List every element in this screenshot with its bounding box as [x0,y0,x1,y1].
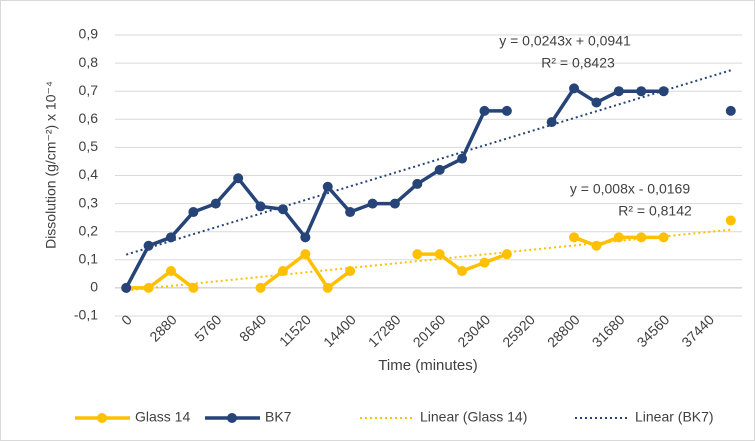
marker [591,97,602,108]
marker [434,164,445,175]
marker [345,207,356,218]
legend-label: Glass 14 [135,409,190,425]
marker [569,83,580,94]
marker [412,249,423,260]
marker [613,232,624,243]
trend-r2: R² = 0,8142 [618,203,692,219]
marker [457,153,468,164]
marker [300,249,311,260]
marker [233,173,244,184]
y-tick-label: 0,8 [79,54,99,70]
y-tick-label: 0,2 [79,222,99,238]
marker [725,215,736,226]
marker [188,282,199,293]
marker [636,86,647,97]
y-tick-label: 0,5 [79,138,99,154]
marker [367,198,378,209]
trendline [125,69,732,256]
trend-equation: y = 0,0243x + 0,0941 [499,33,631,49]
marker [569,232,580,243]
marker [501,249,512,260]
marker [636,232,647,243]
legend-label: Linear (Glass 14) [420,409,527,425]
marker [255,282,266,293]
legend-label: Linear (BK7) [635,409,714,425]
marker [322,282,333,293]
marker [277,266,288,277]
marker [412,178,423,189]
trend-equation: y = 0,008x - 0,0169 [570,181,690,197]
legend-label: BK7 [265,409,292,425]
marker [322,181,333,192]
trend-r2: R² = 0,8423 [541,55,615,71]
marker [121,282,132,293]
y-tick-label: 0,6 [79,110,99,126]
marker [613,86,624,97]
marker [255,201,266,212]
marker [591,240,602,251]
marker [188,207,199,218]
y-tick-label: 0,7 [79,82,99,98]
y-tick-label: 0,1 [79,251,99,267]
marker [277,204,288,215]
x-axis-title: Time (minutes) [378,357,477,374]
marker [165,266,176,277]
y-tick-label: 0 [90,279,98,295]
y-tick-label: 0,9 [79,26,99,42]
y-tick-label: 0,4 [79,166,99,182]
marker [658,232,669,243]
trendline [126,228,731,292]
y-axis-title: Dissolution (g/cm⁻²) x 10⁻⁴ [43,81,59,249]
marker [725,105,736,116]
marker [143,240,154,251]
marker [143,282,154,293]
y-tick-label: -0,1 [74,307,98,323]
marker [345,266,356,277]
y-tick-label: 0,3 [79,194,99,210]
marker [434,249,445,260]
marker [457,266,468,277]
marker [501,105,512,116]
marker [300,232,311,243]
marker [165,232,176,243]
legend-marker [227,413,237,423]
marker [479,257,490,268]
legend-marker [97,413,107,423]
marker [546,117,557,128]
marker [479,105,490,116]
marker [210,198,221,209]
marker [658,86,669,97]
marker [389,198,400,209]
